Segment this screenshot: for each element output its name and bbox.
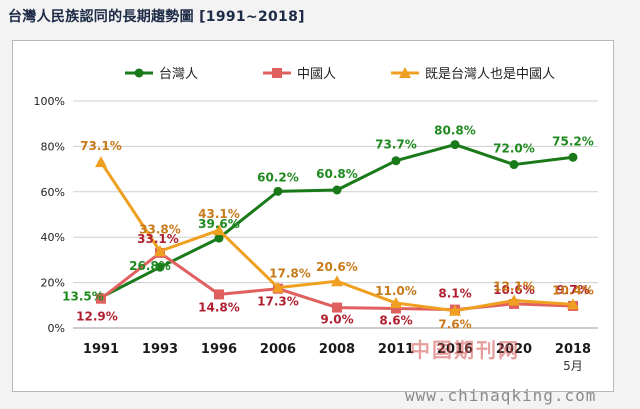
data-label: 9.7% xyxy=(556,283,589,297)
legend-label: 既是台灣人也是中國人 xyxy=(425,67,555,82)
y-tick-label: 0% xyxy=(48,322,65,335)
x-tick-label: 1991 xyxy=(83,342,119,357)
y-tick-label: 100% xyxy=(34,95,65,108)
data-point xyxy=(567,298,579,310)
data-point xyxy=(390,297,402,309)
x-tick-label: 1993 xyxy=(142,342,178,357)
data-point xyxy=(391,156,401,166)
data-label: 72.0% xyxy=(493,142,535,156)
legend-marker xyxy=(272,68,282,78)
data-point xyxy=(214,289,224,300)
x-tick-label: 2018 xyxy=(555,342,591,357)
x-tick-note: 5月 xyxy=(563,359,583,373)
data-label: 43.1% xyxy=(198,207,240,221)
data-label: 80.8% xyxy=(434,124,476,138)
data-label: 9.0% xyxy=(320,313,353,327)
x-tick-label: 1996 xyxy=(201,342,237,357)
x-tick-label: 2016 xyxy=(437,342,473,357)
data-point xyxy=(96,293,106,304)
data-label: 13.5% xyxy=(62,289,104,303)
data-point xyxy=(568,152,578,162)
data-label: 7.6% xyxy=(438,318,471,332)
data-label: 12.9% xyxy=(76,310,118,324)
data-point xyxy=(272,281,284,293)
data-point xyxy=(214,233,224,243)
data-label: 60.8% xyxy=(316,167,358,181)
y-tick-label: 20% xyxy=(41,277,65,290)
watermark-cn: 中国期刊网 xyxy=(410,338,520,362)
data-label: 26.8% xyxy=(129,259,171,273)
legend-label: 中國人 xyxy=(297,67,336,82)
data-point xyxy=(273,186,283,196)
data-label: 33.8% xyxy=(139,222,181,236)
chart-panel: 0% 20% 40% 60% 80% 100% 1991 1993 1996 2006 2008 20… xyxy=(12,40,614,392)
data-point xyxy=(449,304,461,316)
y-tick-label: 80% xyxy=(41,140,65,153)
data-label: 75.2% xyxy=(552,134,594,148)
data-point xyxy=(95,156,107,168)
data-label: 10.6% xyxy=(493,283,535,297)
data-label: 8.1% xyxy=(438,287,471,301)
data-label: 10.4% xyxy=(552,283,594,297)
line-chart: 0% 20% 40% 60% 80% 100% 1991 1993 1996 2006 2008 20… xyxy=(34,67,598,373)
y-tick-label: 60% xyxy=(41,186,65,199)
data-label: 11.0% xyxy=(375,284,417,298)
legend-label: 台灣人 xyxy=(159,67,198,82)
legend-marker xyxy=(399,67,411,78)
page-title: 台灣人民族認同的長期趨勢圖 [1991~2018] xyxy=(8,9,305,25)
x-tick-label: 2011 xyxy=(378,342,414,357)
x-tick-label: 2008 xyxy=(319,342,355,357)
data-point xyxy=(509,160,519,170)
data-point xyxy=(332,302,342,313)
data-label: 73.7% xyxy=(375,138,417,152)
legend-marker xyxy=(134,68,144,78)
data-point xyxy=(508,294,520,306)
data-point xyxy=(332,185,342,195)
data-point xyxy=(213,224,225,236)
data-label: 60.2% xyxy=(257,170,299,184)
data-label: 8.6% xyxy=(379,313,412,327)
data-point xyxy=(331,275,343,287)
data-label: 17.8% xyxy=(269,267,311,281)
x-tick-label: 2020 xyxy=(496,342,532,357)
data-label: 17.3% xyxy=(257,295,299,309)
data-point xyxy=(154,245,166,257)
data-label: 20.6% xyxy=(316,260,358,274)
watermark-url: www.chinaqking.com xyxy=(405,386,597,405)
x-tick-label: 2006 xyxy=(260,342,296,357)
data-label: 33.1% xyxy=(137,232,179,246)
data-label: 12.1% xyxy=(493,280,535,294)
data-label: 73.1% xyxy=(80,139,122,153)
data-label: 14.8% xyxy=(198,300,240,314)
data-point xyxy=(450,140,460,150)
y-tick-label: 40% xyxy=(41,231,65,244)
data-point xyxy=(155,262,165,272)
data-label: 39.6% xyxy=(198,217,240,231)
data-point xyxy=(391,303,401,314)
